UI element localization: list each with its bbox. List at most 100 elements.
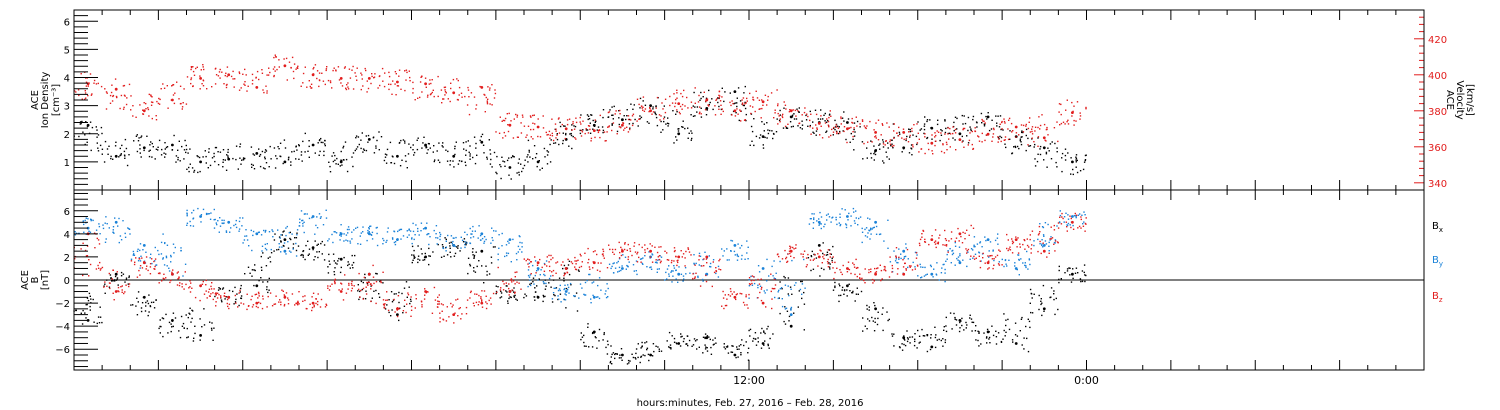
by-sample bbox=[758, 271, 761, 273]
velocity-sample bbox=[874, 136, 876, 138]
velocity-sample bbox=[937, 131, 940, 133]
density-sample bbox=[648, 122, 650, 124]
velocity-sample bbox=[90, 94, 93, 96]
density-point bbox=[283, 160, 287, 164]
bz-sample bbox=[470, 290, 472, 292]
density-sample bbox=[97, 150, 100, 152]
bz-sample bbox=[1074, 212, 1076, 215]
by-sample bbox=[270, 248, 272, 251]
velocity-sample bbox=[737, 113, 739, 115]
velocity-sample bbox=[84, 92, 87, 94]
by-sample bbox=[610, 267, 612, 270]
velocity-point bbox=[480, 86, 484, 89]
bz-sample bbox=[814, 253, 816, 256]
velocity-sample bbox=[705, 100, 707, 102]
bz-sample bbox=[889, 256, 891, 258]
velocity-sample bbox=[551, 132, 553, 135]
density-sample bbox=[1084, 159, 1086, 162]
velocity-sample bbox=[963, 146, 965, 148]
bz-sample bbox=[864, 282, 866, 284]
by-sample bbox=[328, 238, 330, 240]
bx-sample bbox=[265, 265, 268, 267]
velocity-sample bbox=[948, 138, 950, 140]
by-sample bbox=[651, 253, 653, 255]
density-sample bbox=[990, 128, 993, 130]
bz-sample bbox=[982, 252, 984, 255]
bz-sample bbox=[842, 264, 844, 267]
bz-point bbox=[817, 255, 821, 259]
bx-sample bbox=[530, 282, 532, 285]
bz-sample bbox=[238, 292, 240, 294]
by-sample bbox=[746, 252, 748, 254]
bz-sample bbox=[499, 289, 502, 291]
bx-sample bbox=[327, 266, 329, 268]
bz-sample bbox=[525, 259, 527, 262]
velocity-sample bbox=[893, 144, 895, 147]
bz-sample bbox=[80, 248, 82, 250]
by-sample bbox=[944, 272, 946, 274]
bx-sample bbox=[923, 335, 926, 337]
by-sample bbox=[854, 222, 856, 224]
velocity-sample bbox=[752, 96, 754, 98]
velocity-sample bbox=[658, 114, 661, 116]
bx-sample bbox=[971, 330, 973, 332]
by-sample bbox=[319, 217, 322, 219]
velocity-sample bbox=[105, 91, 108, 93]
density-sample bbox=[99, 144, 102, 147]
by-sample bbox=[907, 266, 909, 269]
density-sample bbox=[352, 152, 355, 154]
velocity-sample bbox=[687, 107, 689, 109]
by-sample bbox=[710, 266, 712, 268]
by-sample bbox=[832, 216, 834, 218]
velocity-sample bbox=[626, 126, 628, 128]
density-sample bbox=[181, 145, 183, 148]
bx-sample bbox=[509, 296, 511, 298]
bz-sample bbox=[571, 262, 574, 265]
bz-sample bbox=[575, 268, 578, 271]
bz-sample bbox=[420, 300, 423, 302]
density-sample bbox=[432, 151, 434, 153]
density-sample bbox=[298, 144, 300, 146]
bx-sample bbox=[475, 251, 477, 253]
velocity-point bbox=[396, 80, 399, 84]
bz-sample bbox=[385, 299, 387, 301]
bx-sample bbox=[185, 314, 187, 316]
velocity-sample bbox=[532, 128, 535, 131]
density-sample bbox=[410, 146, 412, 149]
bz-sample bbox=[88, 275, 90, 277]
velocity-sample bbox=[256, 70, 259, 73]
velocity-sample bbox=[240, 87, 242, 89]
bx-sample bbox=[86, 297, 89, 299]
by-sample bbox=[301, 219, 303, 222]
density-sample bbox=[529, 156, 531, 158]
by-sample bbox=[774, 278, 777, 280]
bz-sample bbox=[340, 282, 342, 284]
bz-sample bbox=[235, 302, 237, 304]
velocity-sample bbox=[388, 88, 390, 91]
bz-sample bbox=[316, 303, 319, 306]
bx-sample bbox=[317, 243, 319, 245]
density-sample bbox=[763, 123, 765, 125]
by-sample bbox=[853, 211, 855, 213]
by-sample bbox=[433, 229, 435, 232]
velocity-sample bbox=[158, 97, 160, 100]
bx-sample bbox=[675, 342, 678, 344]
density-sample bbox=[570, 134, 573, 137]
by-sample bbox=[343, 240, 345, 242]
by-sample bbox=[184, 263, 187, 265]
density-sample bbox=[910, 148, 913, 150]
density-sample bbox=[469, 155, 471, 157]
velocity-sample bbox=[504, 135, 507, 137]
bx-sample bbox=[673, 341, 676, 343]
density-sample bbox=[342, 145, 345, 148]
bz-sample bbox=[170, 279, 172, 282]
density-sample bbox=[96, 136, 98, 138]
by-sample bbox=[132, 250, 135, 253]
by-sample bbox=[532, 264, 534, 267]
velocity-sample bbox=[199, 88, 201, 90]
density-sample bbox=[602, 131, 604, 134]
velocity-sample bbox=[516, 136, 519, 138]
bz-sample bbox=[82, 274, 84, 277]
velocity-sample bbox=[226, 75, 228, 78]
bz-point bbox=[508, 290, 512, 293]
